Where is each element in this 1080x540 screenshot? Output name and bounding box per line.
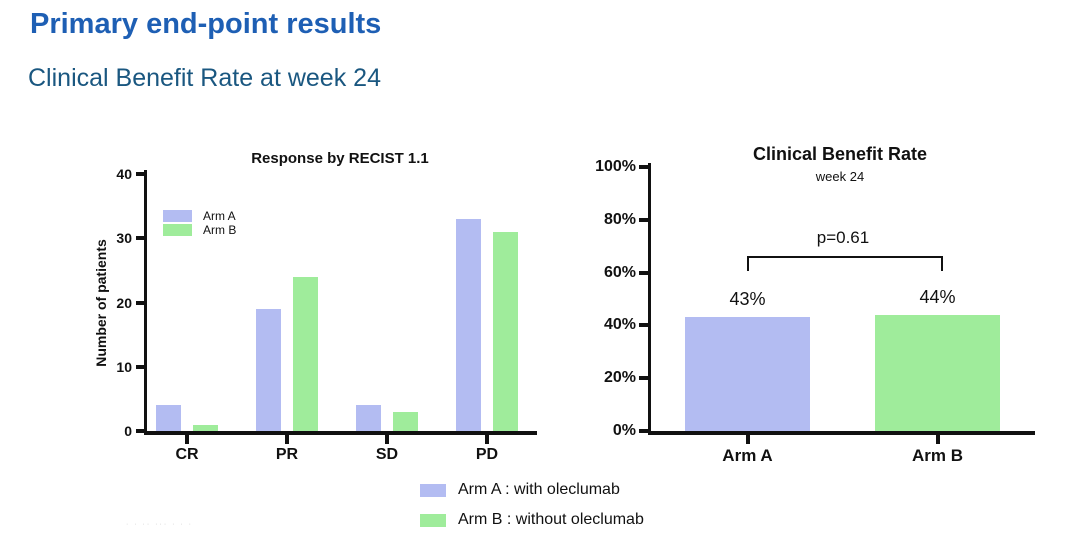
cbr-chart-title: Clinical Benefit Rate bbox=[752, 144, 928, 164]
cbr-y-tick-mark bbox=[639, 270, 649, 275]
recist-x-axis-line bbox=[144, 431, 537, 435]
cbr-chart-subtitle: week 24 bbox=[815, 169, 865, 184]
cbr-x-tick-mark bbox=[745, 435, 750, 444]
recist-y-tick-mark bbox=[136, 429, 145, 433]
cbr-y-tick-label: 100% bbox=[595, 158, 636, 175]
recist-x-tick-label: CR bbox=[175, 446, 199, 463]
recist-x-tick-mark bbox=[285, 435, 289, 444]
recist-legend-label-arm-b: Arm B bbox=[203, 223, 237, 237]
recist-y-tick-label: 40 bbox=[116, 166, 132, 182]
recist-y-tick-label: 10 bbox=[116, 358, 132, 375]
recist-x-tick-mark bbox=[485, 435, 489, 444]
cbr-value-label-arm-a: 43% bbox=[729, 289, 766, 310]
recist-bar-arm-a-cr bbox=[156, 405, 181, 431]
recist-legend-swatch-arm-a bbox=[163, 210, 192, 222]
recist-y-axis-line bbox=[144, 170, 147, 435]
cbr-y-tick-mark bbox=[639, 323, 649, 328]
cbr-bar-arm-a bbox=[685, 317, 810, 431]
cbr-y-tick-label: 60% bbox=[603, 263, 636, 281]
arm-b-legend-swatch bbox=[420, 514, 446, 527]
recist-bar-arm-a-sd bbox=[356, 405, 381, 431]
recist-y-tick-mark bbox=[136, 300, 145, 305]
cbr-x-tick-label: Arm A bbox=[722, 446, 773, 465]
recist-y-tick-mark bbox=[136, 364, 145, 369]
cbr-x-axis-line bbox=[648, 431, 1035, 435]
cbr-y-tick-mark bbox=[639, 217, 649, 222]
page-subtitle: Clinical Benefit Rate at week 24 bbox=[28, 64, 381, 92]
arm-a-legend-label: Arm A : with oleclumab bbox=[458, 481, 620, 498]
recist-bar-arm-a-pr bbox=[256, 308, 281, 431]
cbr-x-tick-label: Arm B bbox=[911, 446, 963, 465]
recist-bar-arm-b-sd bbox=[393, 411, 418, 431]
arm-a-legend-swatch bbox=[420, 484, 446, 497]
recist-y-tick-label: 0 bbox=[124, 423, 132, 439]
cbr-y-tick-label: 20% bbox=[603, 369, 636, 387]
cbr-y-axis-line bbox=[648, 163, 651, 435]
cbr-y-tick-label: 0% bbox=[612, 422, 636, 439]
cbr-y-tick-mark bbox=[639, 429, 649, 433]
recist-x-tick-label: PR bbox=[275, 446, 299, 463]
recist-bar-arm-b-pr bbox=[293, 276, 318, 431]
cbr-y-tick-mark bbox=[639, 376, 649, 381]
cbr-y-tick-mark bbox=[639, 165, 649, 169]
cbr-bar-arm-b bbox=[875, 314, 1000, 431]
recist-legend-swatch-arm-b bbox=[163, 224, 192, 236]
recist-y-tick-label: 20 bbox=[116, 294, 132, 311]
cbr-y-tick-label: 40% bbox=[603, 316, 636, 334]
recist-x-tick-label: SD bbox=[375, 446, 399, 463]
recist-bar-arm-b-pd bbox=[493, 231, 518, 431]
recist-chart-title: Response by RECIST 1.1 bbox=[251, 150, 429, 167]
p-value-bracket bbox=[747, 256, 943, 271]
recist-x-tick-label: PD bbox=[475, 446, 499, 463]
recist-y-tick-label: 30 bbox=[116, 230, 132, 247]
page-title: Primary end-point results bbox=[30, 8, 382, 40]
cbr-y-tick-label: 80% bbox=[603, 210, 636, 228]
cbr-x-tick-mark bbox=[935, 435, 940, 444]
recist-bar-arm-b-cr bbox=[193, 424, 218, 431]
recist-legend-label-arm-a: Arm A bbox=[203, 209, 236, 223]
cbr-value-label-arm-b: 44% bbox=[919, 286, 956, 307]
recist-x-tick-mark bbox=[185, 435, 189, 444]
recist-y-tick-mark bbox=[136, 236, 145, 241]
recist-x-tick-mark bbox=[385, 435, 389, 444]
recist-y-tick-mark bbox=[136, 172, 145, 176]
watermark-marks: · · ·· ··· · · · bbox=[126, 521, 193, 528]
recist-bar-arm-a-pd bbox=[456, 218, 481, 431]
p-value-label: p=0.61 bbox=[816, 228, 870, 247]
arm-b-legend-label: Arm B : without oleclumab bbox=[458, 511, 644, 528]
